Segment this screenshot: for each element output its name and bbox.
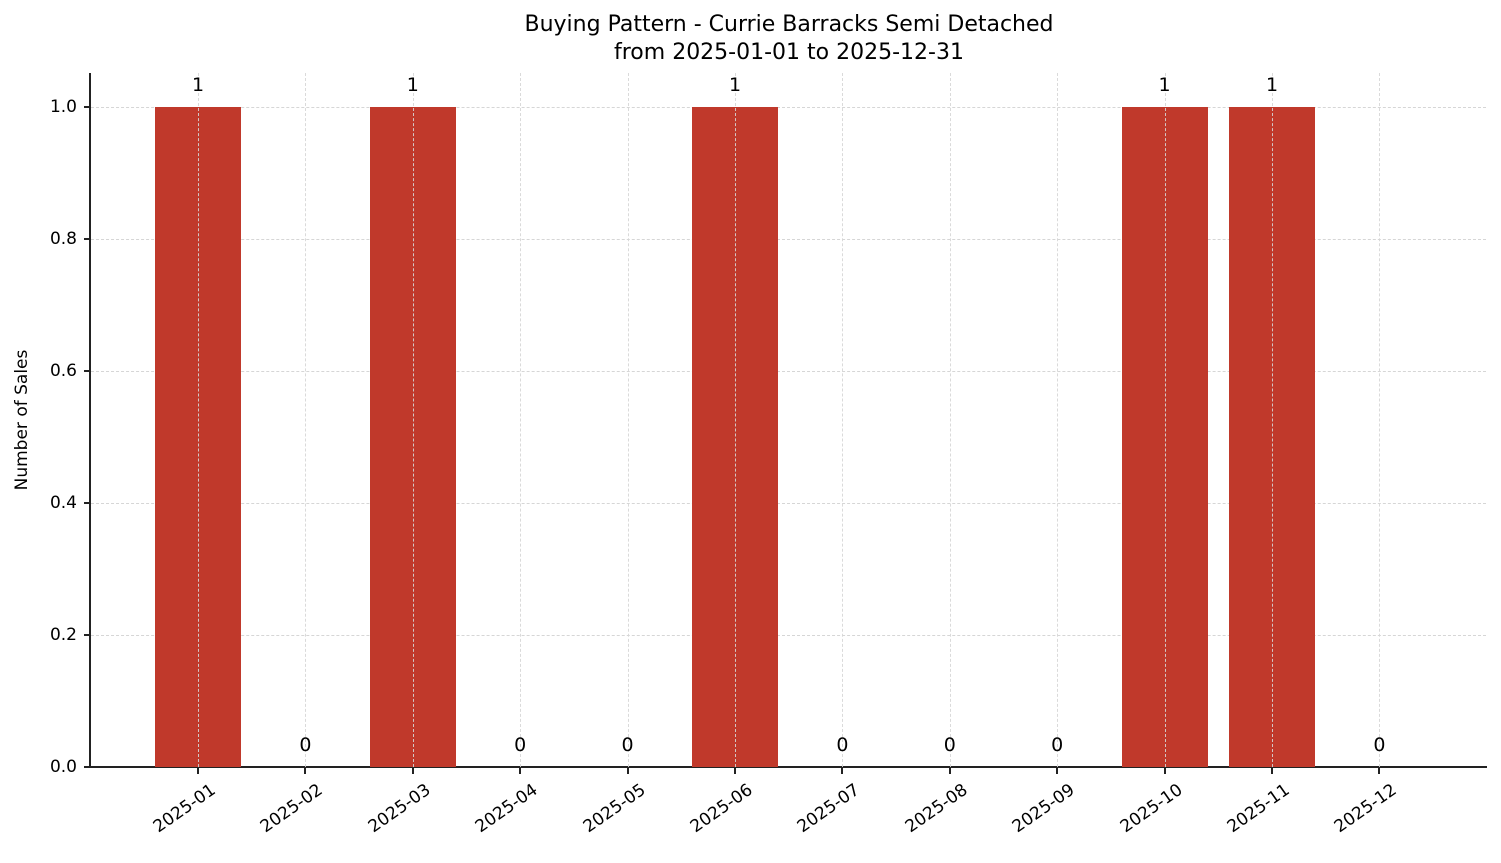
x-tick-mark xyxy=(1271,767,1273,774)
x-tick-mark xyxy=(948,767,951,774)
x-gridline xyxy=(198,73,199,767)
x-tick-label: 2025-12 xyxy=(1331,780,1401,838)
y-tick-label: 0.6 xyxy=(49,361,77,381)
y-tick-label: 0.2 xyxy=(49,625,77,645)
x-tick-label: 2025-09 xyxy=(1009,780,1079,838)
y-axis-label: Number of Sales xyxy=(12,349,32,491)
chart-title: Buying Pattern - Currie Barracks Semi De… xyxy=(90,11,1488,67)
x-tick-mark xyxy=(519,767,522,774)
x-tick-mark xyxy=(1163,767,1166,774)
chart-title-line-1: Buying Pattern - Currie Barracks Semi De… xyxy=(524,12,1054,37)
x-gridline xyxy=(1057,73,1059,767)
x-gridline xyxy=(520,73,522,767)
x-tick-label: 2025-08 xyxy=(901,780,972,838)
y-tick-mark xyxy=(84,766,90,768)
y-tick-label: 0.8 xyxy=(49,229,77,249)
bar-value-label: 1 xyxy=(406,74,419,96)
x-tick-mark xyxy=(197,767,199,774)
bar-value-label: 0 xyxy=(1373,734,1386,756)
bar-value-label: 1 xyxy=(728,74,742,96)
x-gridline xyxy=(627,73,629,767)
x-tick-mark xyxy=(1378,767,1381,774)
bar-value-label: 0 xyxy=(514,734,527,756)
x-tick-mark xyxy=(1056,767,1059,774)
bar-value-label: 0 xyxy=(1051,734,1064,756)
x-tick-label: 2025-05 xyxy=(579,780,650,838)
x-tick-label: 2025-11 xyxy=(1223,780,1294,838)
x-axis-line xyxy=(89,766,1487,768)
x-tick-label: 2025-01 xyxy=(149,780,220,838)
x-tick-label: 2025-10 xyxy=(1116,780,1187,838)
x-gridline xyxy=(1164,73,1166,767)
x-tick-label: 2025-06 xyxy=(686,780,757,838)
y-tick-mark xyxy=(84,238,90,240)
y-gridline xyxy=(91,371,1486,372)
x-gridline xyxy=(305,73,307,767)
x-tick-mark xyxy=(304,767,307,774)
bar-value-label: 0 xyxy=(299,734,312,756)
y-gridline xyxy=(91,503,1486,504)
x-tick-mark xyxy=(626,767,629,774)
x-gridline xyxy=(842,73,844,767)
y-axis-line xyxy=(89,73,91,768)
y-tick-mark xyxy=(84,106,90,108)
bar-value-label: 0 xyxy=(836,734,849,756)
x-gridline xyxy=(1272,73,1273,767)
x-tick-mark xyxy=(734,767,736,774)
x-gridline xyxy=(949,73,951,767)
chart-title-line-2: from 2025-01-01 to 2025-12-31 xyxy=(614,40,964,65)
x-tick-mark xyxy=(841,767,844,774)
y-tick-label: 1.0 xyxy=(49,97,77,117)
y-tick-mark xyxy=(84,634,90,636)
y-tick-label: 0.4 xyxy=(49,493,77,513)
x-tick-label: 2025-02 xyxy=(257,780,327,838)
x-gridline xyxy=(1379,73,1381,767)
x-tick-label: 2025-07 xyxy=(794,780,864,838)
bar-value-label: 0 xyxy=(943,734,956,756)
y-tick-label: 0.0 xyxy=(49,757,77,777)
x-tick-label: 2025-03 xyxy=(364,780,435,838)
y-gridline xyxy=(91,107,1486,108)
bar-value-label: 1 xyxy=(1265,74,1279,96)
y-gridline xyxy=(91,635,1486,636)
bar-value-label: 0 xyxy=(621,734,634,756)
y-tick-mark xyxy=(84,502,90,504)
x-gridline xyxy=(735,73,736,767)
y-gridline xyxy=(91,239,1486,240)
bar-value-label: 1 xyxy=(191,74,205,96)
y-tick-mark xyxy=(84,370,90,372)
x-tick-mark xyxy=(411,767,414,774)
x-tick-label: 2025-04 xyxy=(472,780,542,838)
bar-value-label: 1 xyxy=(1158,74,1171,96)
x-gridline xyxy=(412,73,414,767)
